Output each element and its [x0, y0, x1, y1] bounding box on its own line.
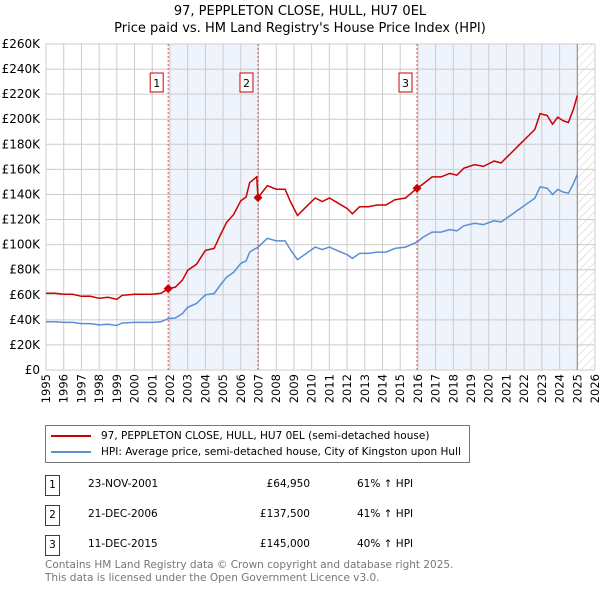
- y-tick-label: £200K: [2, 112, 42, 126]
- sale-label: 3: [402, 77, 409, 90]
- x-tick-label: 2001: [145, 374, 159, 403]
- sale-point: [412, 183, 422, 193]
- x-tick-label: 2017: [429, 374, 443, 403]
- x-tick-label: 1998: [92, 374, 106, 403]
- x-tick-label: 2022: [517, 374, 531, 403]
- x-tick-label: 1997: [74, 374, 88, 403]
- x-tick-label: 2000: [128, 374, 142, 403]
- y-tick-label: £80K: [9, 263, 41, 277]
- shaded-region: [417, 44, 578, 370]
- x-tick-label: 2016: [411, 374, 425, 403]
- x-tick-label: 2011: [322, 374, 336, 403]
- x-tick-label: 2004: [198, 374, 212, 403]
- transaction-date: 11-DEC-2015: [88, 538, 158, 550]
- x-tick-label: 1995: [39, 374, 53, 403]
- x-tick-label: 1999: [110, 374, 124, 403]
- y-tick-label: £0: [25, 363, 40, 377]
- shaded-region: [168, 44, 258, 370]
- legend: 97, PEPPLETON CLOSE, HULL, HU7 0EL (semi…: [45, 425, 470, 463]
- x-tick-label: 2007: [252, 374, 266, 403]
- legend-label-hpi: HPI: Average price, semi-detached house,…: [101, 446, 461, 458]
- x-tick-label: 2010: [305, 374, 319, 403]
- forecast-hatch: [577, 44, 595, 370]
- transaction-date: 21-DEC-2006: [88, 508, 158, 520]
- chart-subtitle: Price paid vs. HM Land Registry's House …: [114, 21, 486, 36]
- x-tick-label: 2013: [358, 374, 372, 403]
- sale-point: [253, 193, 263, 203]
- x-tick-label: 2020: [482, 374, 496, 403]
- property-price-line: [46, 95, 579, 301]
- price-chart: £0 £20K £40K £60K £80K £100K £120K £140K £160K £1…: [2, 37, 600, 403]
- y-tick-label: £100K: [2, 238, 42, 252]
- footer-licence: This data is licensed under the Open Gov…: [45, 572, 380, 584]
- x-tick-label: 2015: [393, 374, 407, 403]
- x-tick-label: 2018: [446, 374, 460, 403]
- legend-swatch-property: [51, 435, 91, 437]
- y-tick-label: £60K: [9, 288, 41, 302]
- x-tick-label: 2019: [464, 374, 478, 403]
- transaction-number: 3: [45, 535, 60, 556]
- y-tick-label: £240K: [2, 62, 42, 76]
- transaction-hpi: 41% ↑ HPI: [357, 508, 414, 520]
- y-tick-label: £220K: [2, 87, 42, 101]
- x-tick-label: 2012: [340, 374, 354, 403]
- legend-item-hpi: HPI: Average price, semi-detached house,…: [46, 444, 461, 460]
- transaction-price: £64,950: [266, 478, 310, 490]
- y-tick-label: £180K: [2, 137, 42, 151]
- sale-point: [163, 284, 173, 294]
- x-tick-label: 2005: [216, 374, 230, 403]
- x-tick-label: 2021: [499, 374, 513, 403]
- sale-label-box: [398, 72, 413, 93]
- transaction-price: £137,500: [259, 508, 310, 520]
- transaction-date: 23-NOV-2001: [88, 478, 159, 490]
- x-tick-label: 2008: [269, 374, 283, 403]
- legend-item-property: 97, PEPPLETON CLOSE, HULL, HU7 0EL (semi…: [46, 428, 429, 444]
- y-tick-label: £120K: [2, 213, 42, 227]
- x-tick-label: 2003: [181, 374, 195, 403]
- legend-label-property: 97, PEPPLETON CLOSE, HULL, HU7 0EL (semi…: [101, 430, 430, 442]
- sale-label-box: [149, 72, 164, 93]
- transaction-row: 3 11-DEC-2015 £145,000 40% ↑ HPI: [45, 535, 545, 556]
- x-tick-label: 2024: [553, 374, 567, 403]
- transaction-hpi: 61% ↑ HPI: [357, 478, 414, 490]
- transaction-hpi: 40% ↑ HPI: [357, 538, 414, 550]
- transaction-row: 2 21-DEC-2006 £137,500 41% ↑ HPI: [45, 505, 545, 526]
- x-tick-label: 2006: [234, 374, 248, 403]
- y-tick-label: £140K: [2, 187, 42, 201]
- transaction-number: 2: [45, 505, 60, 526]
- x-tick-label: 2023: [535, 374, 549, 403]
- y-tick-label: £20K: [9, 338, 41, 352]
- x-tick-label: 2002: [163, 374, 177, 403]
- x-tick-label: 2026: [588, 374, 600, 403]
- hpi-line: [46, 174, 578, 327]
- sale-label: 1: [153, 77, 160, 90]
- transaction-price: £145,000: [259, 538, 310, 550]
- legend-swatch-hpi: [51, 451, 91, 453]
- y-tick-label: £160K: [2, 162, 42, 176]
- transaction-row: 1 23-NOV-2001 £64,950 61% ↑ HPI: [45, 475, 545, 496]
- transaction-number: 1: [45, 475, 60, 496]
- chart-title: 97, PEPPLETON CLOSE, HULL, HU7 0EL: [173, 4, 427, 19]
- y-tick-label: £260K: [2, 37, 42, 51]
- x-tick-label: 2014: [375, 374, 389, 403]
- x-tick-label: 1996: [57, 374, 71, 403]
- y-tick-label: £40K: [9, 313, 41, 327]
- footer-copyright: Contains HM Land Registry data © Crown c…: [45, 559, 454, 571]
- sale-label: 2: [243, 77, 250, 90]
- sale-label-box: [239, 72, 254, 93]
- x-tick-label: 2025: [570, 374, 584, 403]
- x-tick-label: 2009: [287, 374, 301, 403]
